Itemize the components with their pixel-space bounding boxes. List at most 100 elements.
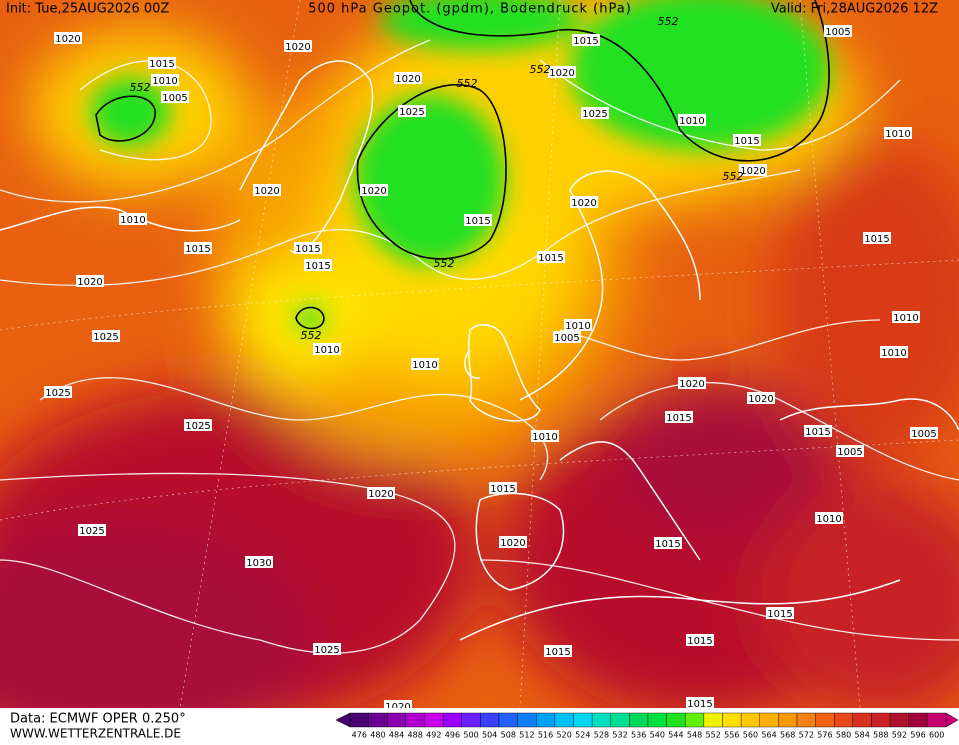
height-label: 552	[301, 329, 322, 342]
colorbar-box	[610, 712, 630, 728]
colorbar-box	[703, 712, 723, 728]
isobar-label: 1020	[571, 198, 596, 209]
colorbar-box	[834, 712, 854, 728]
isobar-label-box	[367, 487, 395, 499]
isobar-label: 1020	[254, 186, 279, 197]
colorbar-label: 496	[445, 731, 460, 740]
isobar-label-box	[360, 184, 388, 196]
isobar-label: 1015	[465, 216, 490, 227]
isobar-label-box	[892, 311, 920, 323]
colorbar-label: 484	[389, 731, 404, 740]
colorbar-box	[852, 712, 872, 728]
colorbar-box	[554, 712, 574, 728]
isobar-label-box	[78, 524, 106, 536]
isobar-label: 1015	[185, 244, 210, 255]
isobar-label: 1005	[162, 93, 187, 104]
isobar-label-box	[804, 425, 832, 437]
colorbar-box	[685, 712, 705, 728]
colorbar-label: 540	[650, 731, 665, 740]
isobar-label-box	[678, 114, 706, 126]
colorbar-label: 592	[892, 731, 907, 740]
isobar-label-box	[148, 57, 176, 69]
isobar-label-box	[548, 66, 576, 78]
isobar-label-box	[489, 482, 517, 494]
isobar-label: 1010	[885, 129, 910, 140]
colorbar-label: 552	[706, 731, 721, 740]
isobar-label-box	[398, 105, 426, 117]
isobar-label: 1010	[314, 345, 339, 356]
isobar-label: 1010	[893, 313, 918, 324]
colorbar-label: 508	[501, 731, 516, 740]
colorbar-box	[536, 712, 556, 728]
colorbar-label: 512	[519, 731, 534, 740]
isobar-label-box	[815, 512, 843, 524]
isobar-label: 1025	[399, 107, 424, 118]
isobar-label-box	[863, 232, 891, 244]
colorbar-box	[442, 712, 462, 728]
isobar-label-box	[394, 72, 422, 84]
isobar-label: 1025	[314, 645, 339, 656]
isobar-label: 1015	[545, 647, 570, 658]
colorbar-box	[405, 712, 425, 728]
height-label: 552	[457, 77, 478, 90]
height-label: 552	[658, 15, 679, 28]
isobar-label: 1010	[881, 348, 906, 359]
colorbar-label: 524	[575, 731, 590, 740]
isobar-label: 1025	[45, 388, 70, 399]
isobar-label-box	[824, 25, 852, 37]
isobar-label-box	[161, 91, 189, 103]
isobar-label: 1010	[565, 321, 590, 332]
colorbar-box	[778, 712, 798, 728]
colorbar-label: 600	[929, 731, 944, 740]
isobar-label-box	[313, 343, 341, 355]
colorbar-box	[461, 712, 481, 728]
colorbar-box	[591, 712, 611, 728]
isobar-label: 1015	[295, 244, 320, 255]
colorbar-box	[517, 712, 537, 728]
isobar-label: 1025	[185, 421, 210, 432]
colorbar-box	[796, 712, 816, 728]
isobar-label-box	[44, 386, 72, 398]
isobar-label: 1010	[532, 432, 557, 443]
isobar-label: 1020	[77, 277, 102, 288]
colorbar-box	[815, 712, 835, 728]
isobar-label-box	[294, 242, 322, 254]
isobar-label-box	[836, 445, 864, 457]
isobar-label-box	[880, 346, 908, 358]
isobar-label-box	[747, 392, 775, 404]
isobar-label: 1015	[687, 636, 712, 647]
isobar-label-box	[284, 40, 312, 52]
map-labels: 1020 1020 1015 1010 1005 1020 1025 1015 1020 1005…	[44, 15, 938, 713]
isobar-label: 1015	[149, 59, 174, 70]
isobar-label-box	[531, 430, 559, 442]
isobar-label-box	[564, 319, 592, 331]
init-time: Init: Tue,25AUG2026 00Z	[6, 2, 169, 17]
isobar-label-box	[537, 251, 565, 263]
colorbar-box	[889, 712, 909, 728]
valid-time: Valid: Fri,28AUG2026 12Z	[771, 2, 938, 17]
colorbar-box	[722, 712, 742, 728]
isobar-label: 1015	[864, 234, 889, 245]
isobar-label: 1020	[385, 702, 410, 713]
isobar-label-box	[686, 634, 714, 646]
colorbar-label: 504	[482, 731, 497, 740]
site-url: WWW.WETTERZENTRALE.DE	[10, 727, 181, 741]
colorbar-box	[480, 712, 500, 728]
colorbar-box	[573, 712, 593, 728]
isobar-label: 1015	[687, 699, 712, 710]
isobar-label-box	[884, 127, 912, 139]
map-title: 500 hPa Geopot. (gpdm), Bodendruck (hPa)	[308, 2, 632, 17]
isobar-label: 1010	[120, 215, 145, 226]
isobar-label: 1015	[767, 609, 792, 620]
height-label: 552	[434, 257, 455, 270]
colorbar-box	[629, 712, 649, 728]
isobar-label-box	[581, 107, 609, 119]
isobar-label-box	[76, 275, 104, 287]
isobar-label-box	[92, 330, 120, 342]
colorbar-label: 520	[557, 731, 572, 740]
isobar-label-box	[733, 134, 761, 146]
isobar-label: 1005	[837, 447, 862, 458]
colorbar-box	[368, 712, 388, 728]
isobar-label: 1030	[246, 558, 271, 569]
